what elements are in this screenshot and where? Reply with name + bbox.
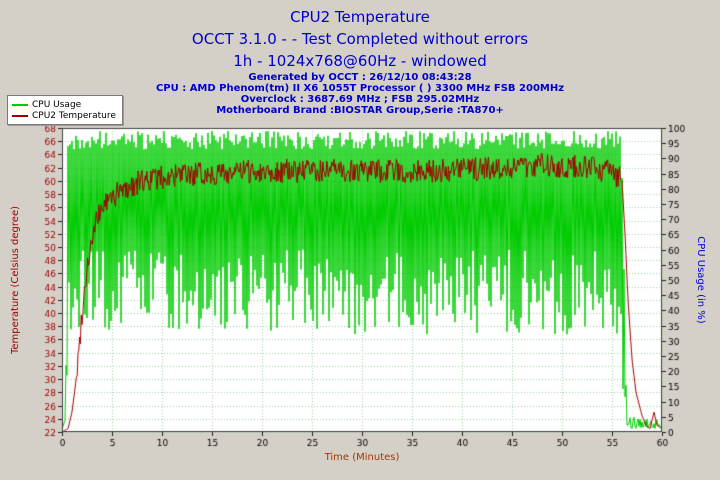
x-axis-title: Time (Minutes) — [324, 452, 400, 463]
chart-legend: CPU Usage CPU2 Temperature — [7, 95, 123, 125]
page-title: CPU2 Temperature — [290, 8, 430, 26]
info-line-generated: Generated by OCCT : 26/12/10 08:43:28 — [248, 72, 472, 83]
cpu-usage-line-swatch — [12, 103, 28, 106]
info-line-motherboard: Motherboard Brand :BIOSTAR Group,Serie :… — [216, 105, 504, 116]
legend-label: CPU2 Temperature — [32, 110, 116, 121]
left-axis-title: Temperature (Celsius degree) — [10, 206, 21, 354]
test-mode-line: 1h - 1024x768@60Hz - windowed — [233, 52, 487, 70]
info-line-cpu: CPU : AMD Phenom(tm) II X6 1055T Process… — [155, 83, 565, 94]
report-header: CPU2 Temperature OCCT 3.1.0 - - Test Com… — [0, 6, 720, 116]
legend-item-cpu-usage: CPU Usage — [12, 99, 116, 110]
legend-label: CPU Usage — [32, 99, 82, 110]
test-result-line: OCCT 3.1.0 - - Test Completed without er… — [191, 30, 529, 48]
legend-item-cpu2-temperature: CPU2 Temperature — [12, 110, 116, 121]
cpu2-temperature-line-swatch — [12, 114, 28, 117]
right-axis-title: CPU Usage (in %) — [695, 236, 706, 324]
info-line-overclock: Overclock : 3687.69 MHz ; FSB 295.02MHz — [240, 94, 480, 105]
temperature-usage-chart-canvas — [0, 120, 720, 480]
